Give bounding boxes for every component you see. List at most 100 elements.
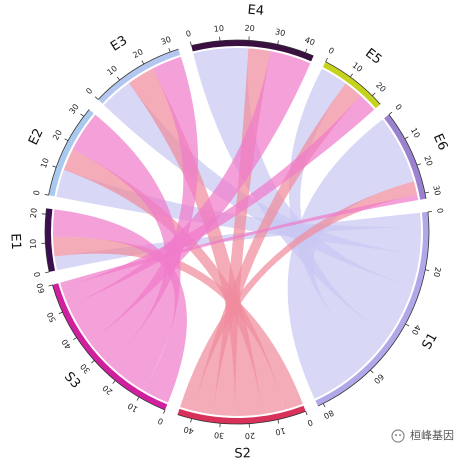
tick-mark [277, 419, 280, 424]
sector-track [45, 208, 56, 272]
chord-ribbon [61, 95, 375, 307]
sector-track [191, 39, 314, 62]
chord-ribbon [53, 237, 303, 410]
sector-name: E1 [7, 233, 23, 250]
tick-mark [91, 360, 95, 364]
sector-axis [191, 39, 314, 57]
tick-label: 0 [32, 190, 42, 197]
chord-ribbon [63, 149, 285, 415]
tick-label: 20 [244, 24, 255, 34]
watermark: 桓峰基因 [391, 428, 454, 443]
tick-mark [305, 411, 308, 416]
tick-label: 10 [213, 24, 224, 34]
watermark-icon-dot [399, 434, 401, 436]
tick-label: 20 [101, 383, 115, 396]
tick-mark [80, 113, 85, 117]
tick-mark [48, 284, 53, 287]
chord-ribbon [60, 194, 419, 289]
sector-track [315, 211, 429, 407]
tick-mark [388, 111, 393, 115]
tick-label: 30 [160, 35, 173, 47]
sector-axis [48, 109, 90, 196]
tick-label: 40 [303, 35, 316, 47]
tick-mark [405, 323, 410, 327]
tick-label: 40 [60, 337, 73, 350]
tick-label: 10 [126, 401, 139, 414]
tick-label: 50 [45, 311, 57, 324]
tick-label: 20 [432, 266, 443, 278]
tick-mark [372, 92, 376, 97]
sector-axis [177, 410, 306, 425]
tick-label: 20 [374, 80, 388, 94]
tick-mark [168, 48, 171, 53]
tick-mark [322, 403, 326, 408]
sector-name: S1 [420, 330, 441, 352]
chord-ribbon [103, 83, 420, 287]
tick-mark [52, 165, 57, 168]
tick-label: 40 [410, 323, 423, 336]
sector-axis [317, 211, 430, 407]
sector-name: E5 [362, 46, 384, 68]
tick-label: 10 [351, 61, 365, 74]
sector-name: E4 [247, 3, 265, 19]
chord-ribbon [193, 83, 361, 415]
watermark-icon [391, 429, 405, 443]
tick-label: 20 [51, 128, 64, 141]
tick-mark [370, 369, 374, 374]
tick-mark [325, 57, 328, 62]
tick-label: 0 [327, 46, 336, 56]
tick-mark [116, 76, 120, 81]
tick-label: 10 [275, 426, 287, 437]
sector-track [177, 405, 306, 424]
tick-label: 30 [274, 27, 286, 38]
tick-mark [44, 194, 49, 196]
sector-axis [52, 284, 166, 411]
tick-mark [73, 337, 77, 341]
tick-mark [404, 136, 409, 140]
tick-label: 0 [435, 208, 444, 214]
tick-label: 30 [68, 102, 81, 116]
tick-label: 20 [422, 155, 434, 168]
tick-mark [94, 96, 99, 100]
tick-label: 0 [33, 271, 43, 278]
chord-ribbon [72, 114, 181, 391]
tick-mark [64, 138, 69, 142]
tick-mark [45, 271, 50, 274]
sector-name: S2 [234, 446, 251, 458]
tick-mark [190, 418, 192, 423]
tick-mark [112, 380, 116, 384]
tick-mark [136, 396, 140, 401]
tick-label: 20 [245, 431, 256, 441]
chord-ribbon [53, 209, 187, 403]
links [53, 47, 421, 416]
watermark-icon-dot [395, 434, 397, 436]
tick-label: 60 [35, 282, 46, 294]
chord-ribbon [287, 119, 414, 399]
tick-label: 80 [322, 408, 335, 421]
tick-label: 10 [409, 126, 422, 139]
sector-axis [325, 61, 381, 105]
tick-label: 0 [185, 29, 192, 39]
tick-mark [277, 40, 279, 45]
chord-ribbon [89, 56, 199, 366]
sector-name: E6 [430, 132, 450, 153]
tick-mark [189, 41, 192, 46]
tick-label: 30 [431, 185, 442, 197]
tick-mark [305, 48, 308, 53]
tick-mark [58, 311, 63, 315]
tick-mark [425, 269, 430, 271]
sector-axis [44, 208, 50, 273]
sector-name: E3 [108, 33, 130, 54]
sector-name: E2 [26, 126, 47, 147]
tick-label: 10 [29, 239, 39, 250]
tick-mark [424, 191, 429, 194]
sector-track [98, 49, 181, 104]
watermark-text: 桓峰基因 [410, 428, 454, 442]
tick-mark [163, 409, 166, 414]
tick-mark [141, 60, 145, 65]
sector-track [384, 114, 427, 200]
sector-axis [388, 114, 427, 199]
tick-label: 0 [393, 102, 403, 112]
chord-ribbon [68, 51, 311, 343]
